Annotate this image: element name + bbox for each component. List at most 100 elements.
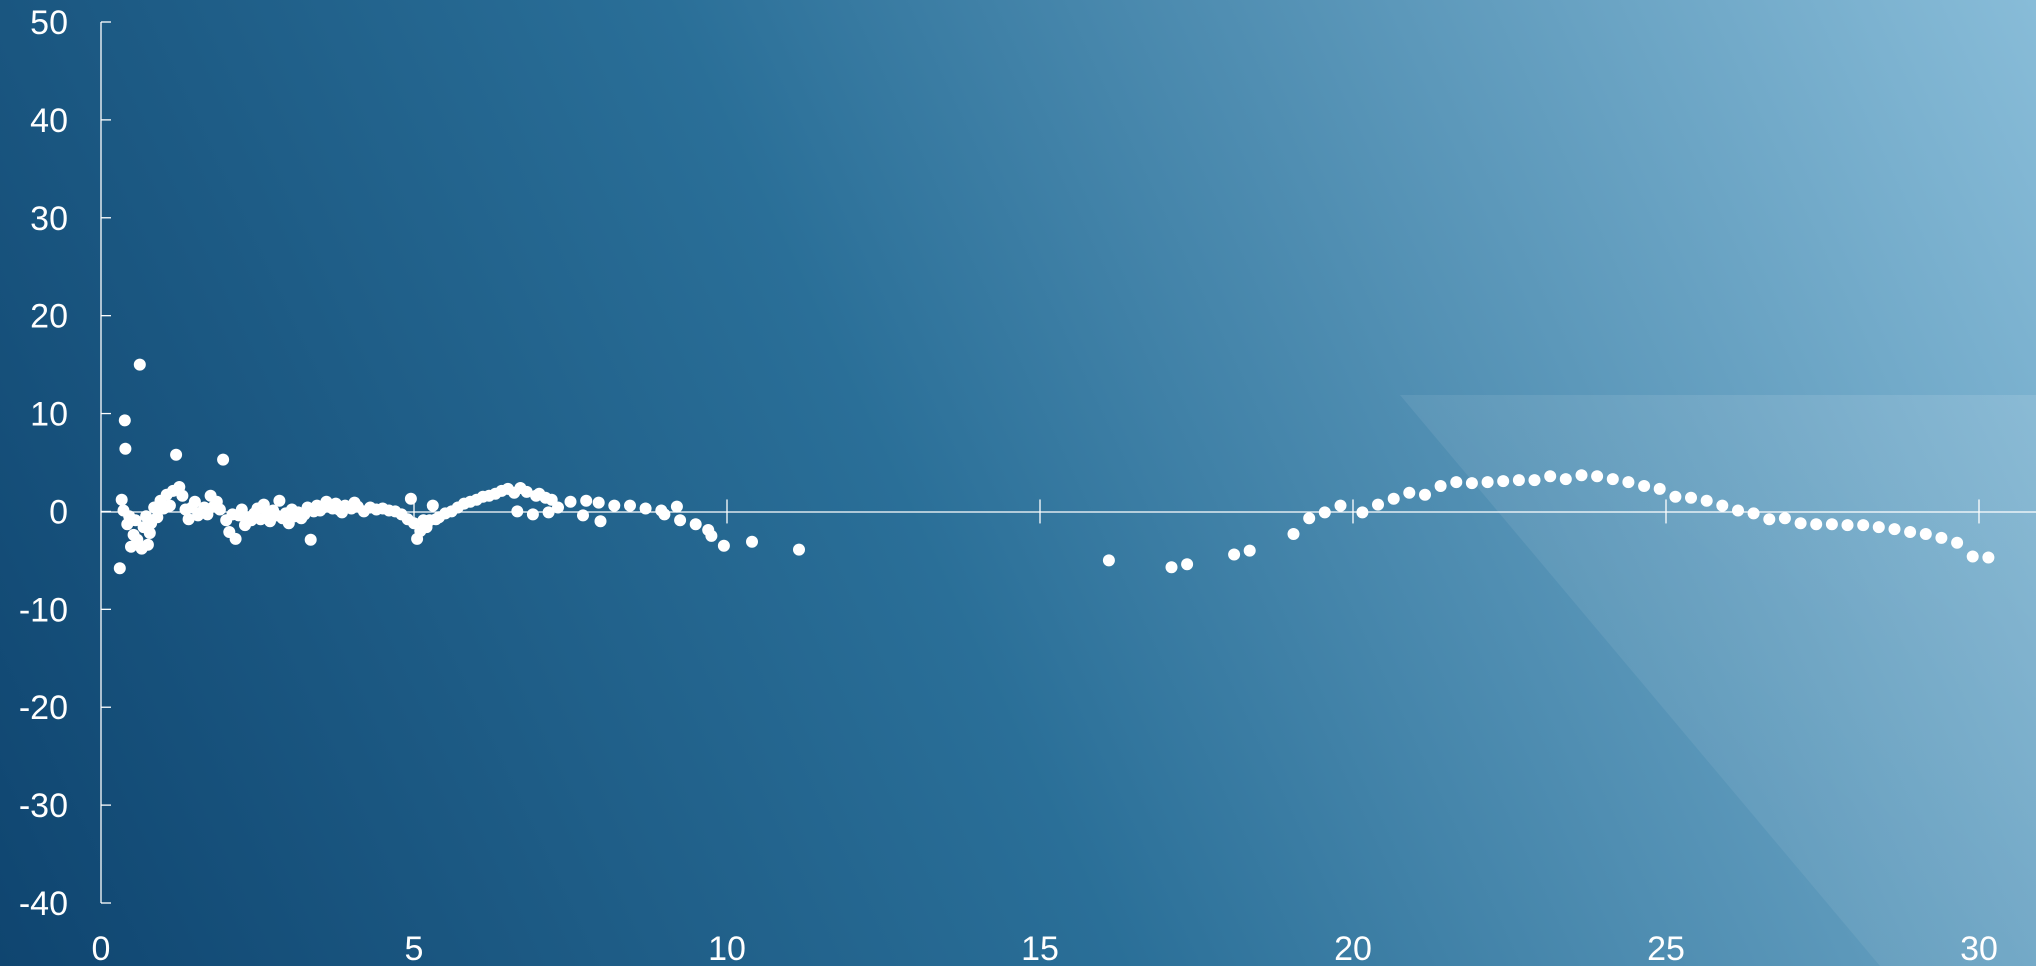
x-tick-label: 25	[1647, 930, 1685, 966]
data-point	[1716, 499, 1729, 512]
data-point	[1732, 504, 1744, 517]
data-point	[143, 527, 156, 539]
data-point	[304, 533, 317, 546]
data-point	[1622, 476, 1635, 489]
data-point	[1434, 480, 1447, 492]
data-point	[170, 448, 183, 461]
data-point	[1102, 554, 1115, 567]
data-point	[1528, 474, 1541, 487]
x-tick-label: 20	[1334, 930, 1372, 966]
data-point	[217, 453, 230, 466]
data-point	[658, 508, 671, 521]
data-point	[115, 493, 128, 506]
data-point	[1763, 513, 1776, 526]
data-point	[1559, 473, 1572, 486]
data-point	[608, 499, 621, 512]
data-point	[1685, 491, 1697, 504]
data-point	[257, 498, 270, 511]
data-point	[1653, 482, 1666, 495]
data-point	[273, 494, 286, 507]
data-point	[1872, 521, 1885, 534]
data-point	[1356, 506, 1369, 519]
data-point	[520, 485, 533, 498]
data-point	[1857, 519, 1870, 532]
x-tick-label: 0	[92, 930, 111, 966]
y-axis-ticks: 50 40 30 20 10 0 -10 -20 -30 -40	[19, 4, 111, 923]
data-point	[1778, 512, 1791, 525]
data-point	[213, 503, 226, 516]
data-point	[1372, 498, 1384, 511]
x-tick-label: 15	[1021, 930, 1059, 966]
data-point	[151, 511, 164, 524]
y-tick-label: -30	[19, 787, 68, 825]
data-point	[1165, 561, 1178, 574]
data-point	[1841, 519, 1854, 532]
data-point	[188, 495, 201, 508]
data-point	[163, 499, 176, 512]
data-point	[624, 499, 636, 512]
data-point	[1747, 507, 1760, 520]
data-point	[705, 529, 718, 542]
data-point	[511, 505, 524, 518]
data-point	[141, 538, 154, 551]
data-point	[1181, 558, 1194, 571]
x-axis-ticks: 0 5 10 15 20 25 30	[92, 499, 1998, 966]
y-tick-label: 10	[30, 396, 68, 434]
data-point	[592, 496, 605, 509]
data-point	[674, 514, 687, 527]
data-point	[1334, 499, 1347, 512]
data-point	[1810, 518, 1823, 531]
data-point	[793, 543, 805, 556]
data-point	[1951, 536, 1964, 549]
data-point	[564, 495, 577, 508]
data-point	[1825, 518, 1838, 531]
data-point	[1228, 548, 1241, 561]
data-point	[1303, 512, 1316, 525]
data-points	[113, 358, 1995, 575]
data-point	[1591, 470, 1604, 483]
x-tick-label: 5	[405, 930, 424, 966]
data-point	[1606, 473, 1619, 486]
data-point	[1512, 474, 1525, 487]
y-tick-label: 50	[30, 4, 68, 42]
data-point	[182, 513, 195, 526]
data-point	[1481, 476, 1494, 489]
data-point	[580, 494, 593, 507]
y-tick-label: -20	[19, 689, 68, 727]
data-point	[1419, 488, 1431, 501]
data-point	[542, 506, 555, 519]
data-point	[1904, 526, 1917, 538]
y-tick-label: 0	[49, 493, 68, 531]
background-highlight	[1400, 395, 2036, 966]
data-point	[1403, 486, 1416, 499]
data-point	[1919, 528, 1932, 540]
data-point	[1982, 551, 1995, 564]
data-point	[639, 502, 652, 515]
y-tick-label: 30	[30, 200, 68, 238]
data-point	[1935, 531, 1948, 544]
data-point	[1638, 480, 1651, 492]
data-point	[1287, 528, 1300, 540]
data-point	[1387, 492, 1400, 505]
x-tick-label: 30	[1960, 930, 1998, 966]
data-point	[1794, 517, 1807, 530]
data-point	[113, 562, 126, 575]
data-point	[717, 539, 730, 552]
data-point	[404, 492, 417, 505]
data-point	[577, 509, 589, 522]
data-point	[670, 500, 683, 513]
data-point	[229, 532, 242, 545]
data-point	[1465, 477, 1478, 490]
data-point	[1497, 475, 1510, 488]
data-point	[1888, 523, 1901, 536]
data-point	[1669, 490, 1682, 503]
y-tick-label: -10	[19, 591, 68, 629]
x-tick-label: 10	[708, 930, 746, 966]
data-point	[1450, 476, 1463, 489]
data-point	[1966, 550, 1979, 563]
data-point	[594, 515, 607, 528]
data-point	[129, 514, 142, 527]
y-tick-label: -40	[19, 885, 68, 923]
data-point	[552, 501, 564, 514]
